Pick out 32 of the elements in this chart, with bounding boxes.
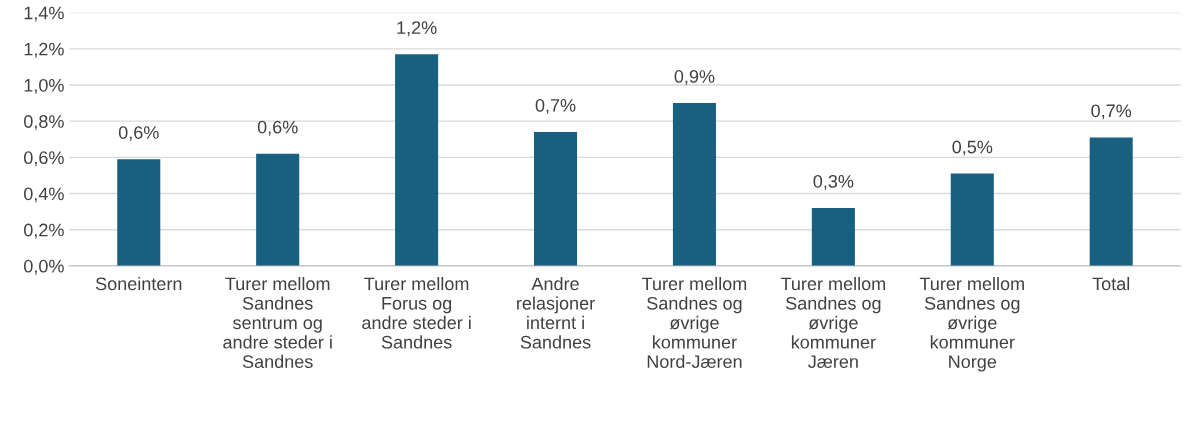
- data-label: 0,6%: [118, 126, 159, 142]
- bar: [811, 207, 855, 266]
- bar: [950, 173, 994, 266]
- data-label: 0,6%: [257, 120, 298, 136]
- y-tick-label: 0,0%: [24, 259, 64, 275]
- y-tick-label: 0,8%: [24, 115, 64, 131]
- y-tick-label: 0,6%: [24, 151, 64, 167]
- x-tick-label: Soneintern: [95, 276, 182, 291]
- y-tick-label: 0,2%: [24, 223, 64, 239]
- bar: [1089, 137, 1133, 266]
- bar: [256, 153, 300, 266]
- x-tick-label: Turer mellom Sandnes og øvrige kommuner Jæren: [780, 276, 886, 369]
- data-label: 0,9%: [674, 70, 715, 85]
- bar: [672, 103, 716, 266]
- x-tick-label: Turer mellom Forus og andre steder i Sandnes: [362, 276, 471, 349]
- y-tick-label: 1,2%: [24, 42, 64, 58]
- data-label: 0,7%: [1091, 104, 1132, 120]
- data-label: 1,2%: [397, 21, 437, 37]
- y-tick-label: 1,0%: [24, 78, 64, 94]
- bar: [117, 159, 161, 266]
- x-tick-label: Turer mellom Sandnes sentrum og andre steder i Sandnes: [223, 276, 332, 369]
- bar: [395, 54, 439, 266]
- data-label: 0,7%: [535, 99, 576, 114]
- data-label: 0,3%: [813, 174, 854, 190]
- x-tick-label: Turer mellom Sandnes og øvrige kommuner Nord-Jæren: [642, 276, 747, 369]
- x-tick-label: Total: [1092, 276, 1130, 291]
- data-label: 0,5%: [952, 140, 993, 156]
- y-tick-label: 1,4%: [24, 6, 64, 22]
- x-tick-label: Andre relasjoner internt i Sandnes: [517, 276, 595, 349]
- bar: [533, 132, 578, 266]
- y-tick-label: 0,4%: [24, 187, 64, 203]
- x-tick-label: Turer mellom Sandnes og øvrige kommuner Norge: [919, 276, 1024, 372]
